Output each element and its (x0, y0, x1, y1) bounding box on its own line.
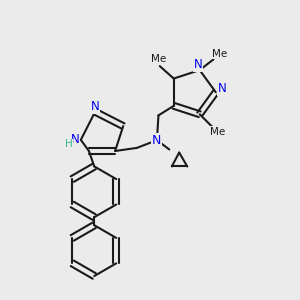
Text: Me: Me (210, 127, 225, 136)
Text: N: N (218, 82, 226, 95)
Text: N: N (71, 134, 80, 146)
Text: Me: Me (212, 49, 227, 59)
Text: N: N (194, 58, 203, 71)
Text: H: H (64, 139, 72, 149)
Text: N: N (152, 134, 162, 147)
Text: Me: Me (151, 54, 166, 64)
Text: N: N (91, 100, 100, 113)
